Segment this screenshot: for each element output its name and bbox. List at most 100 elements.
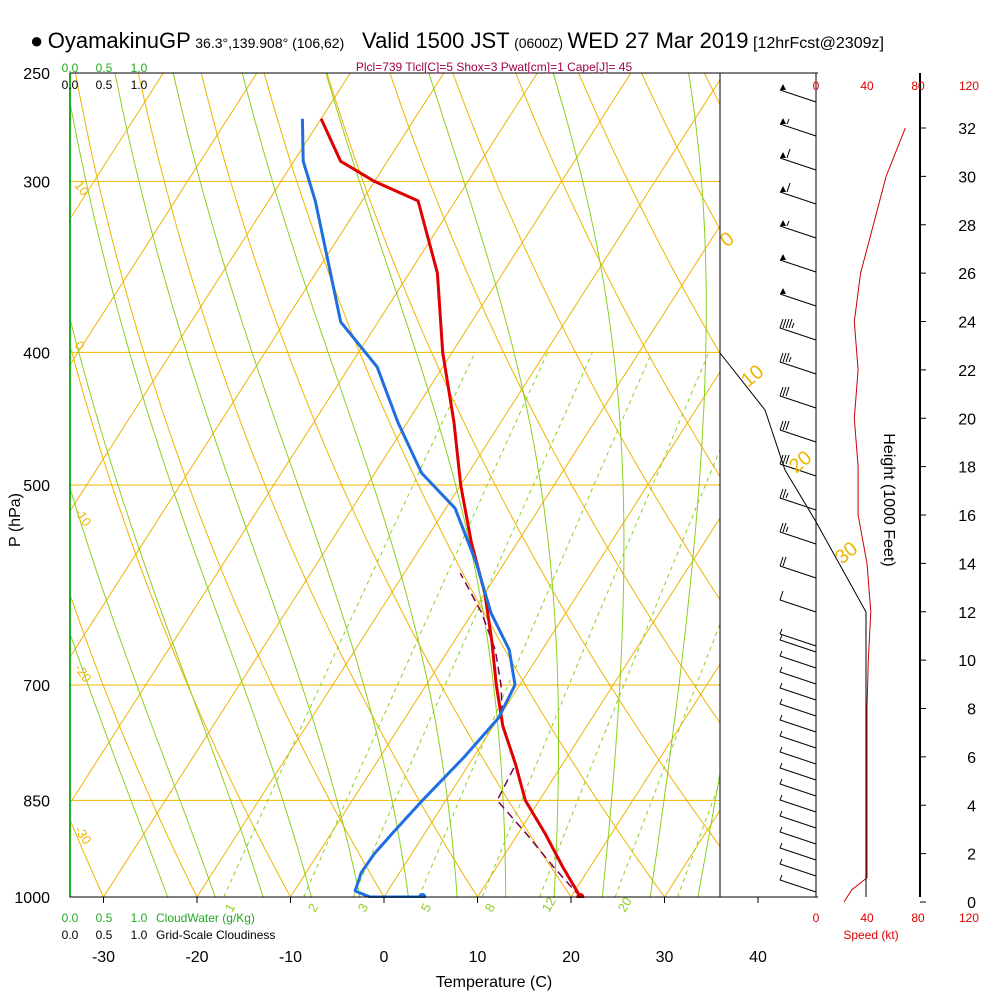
axis-labels: 1 2 3 5 8 12 20100-10-20-300102030250300400500… <box>7 60 979 991</box>
top-cloudwater-tick: 0.5 <box>96 61 113 75</box>
wind-barb <box>779 318 817 341</box>
wind-barb-staff <box>779 123 817 137</box>
wind-barb-full <box>782 386 787 397</box>
wind-barb <box>779 874 817 893</box>
wind-barb-full <box>779 522 784 533</box>
height-tick-label: 10 <box>958 653 976 670</box>
temperature-tick-label: -30 <box>92 949 115 966</box>
bottom-speed-tick: 0 <box>813 911 820 925</box>
wind-barb-staff <box>779 671 817 685</box>
wind-barb-half <box>779 842 783 849</box>
isotherm-line <box>383 371 720 898</box>
top-cloudiness-tick: 0.5 <box>96 78 113 92</box>
wind-barb-pennant <box>780 254 786 260</box>
wind-barb <box>779 118 817 137</box>
temperature-tick-label: 20 <box>562 949 580 966</box>
mixing-ratio-line <box>352 352 593 898</box>
moist-adiabat <box>241 73 458 898</box>
temperature-tick-label: 10 <box>469 949 487 966</box>
height-tick-label: 14 <box>958 556 976 573</box>
wind-barb-staff <box>779 327 817 341</box>
wind-barb-half <box>779 634 783 641</box>
dry-adiabat <box>70 593 199 898</box>
top-cloudiness-tick: 1.0 <box>131 78 148 92</box>
pressure-tick-label: 300 <box>23 174 50 191</box>
bottom-speed-tick: 120 <box>959 911 979 925</box>
dry-adiabat <box>703 73 720 106</box>
moist-adiabat <box>428 73 559 898</box>
wind-barb <box>779 682 817 701</box>
top-speed-tick: 120 <box>959 79 979 93</box>
wind-barb-staff <box>779 633 817 647</box>
wind-barb <box>779 746 817 765</box>
indices-line: Plcl=739 Tlcl[C]=5 Shox=3 Pwat[cm]=1 Cap… <box>356 60 633 74</box>
station-name: OyamakinuGP <box>47 28 191 53</box>
bottom-cloudwater-tick: 1.0 <box>131 911 148 925</box>
bottom-speed-tick: 80 <box>911 911 925 925</box>
wind-barb-full <box>779 352 784 363</box>
top-speed-tick: 0 <box>813 79 820 93</box>
wind-barb-half <box>779 826 783 833</box>
height-tick-label: 30 <box>958 169 976 186</box>
bottom-cloudwater-tick: 0.0 <box>62 911 79 925</box>
wind-barb <box>779 148 817 171</box>
height-tick-label: 8 <box>967 702 976 719</box>
wind-barb-full <box>779 556 784 567</box>
height-axis-title: Height (1000 Feet) <box>880 433 897 566</box>
wind-barb-full <box>785 352 790 363</box>
dry-adiabat <box>389 73 720 724</box>
wind-barb <box>779 714 817 733</box>
wind-barb <box>779 858 817 877</box>
dry-adiabat-label: 20 <box>785 447 816 478</box>
height-tick-label: 2 <box>967 847 976 864</box>
wind-barb <box>779 628 817 647</box>
top-speed-tick: 80 <box>911 79 925 93</box>
bottom-speed-tick: 40 <box>860 911 874 925</box>
bottom-cloudiness-tick: 0.0 <box>62 928 79 942</box>
wind-barb-staff <box>779 799 817 813</box>
top-speed-tick: 40 <box>860 79 874 93</box>
forecast-info: [12hrFcst@2309z] <box>752 35 884 52</box>
wind-barb-half <box>779 778 783 785</box>
wind-barb-pennant <box>780 186 786 192</box>
wind-barb-pennant <box>780 152 786 158</box>
wind-barb-half <box>779 698 783 705</box>
mixing-ratio-label: 3 <box>355 901 372 915</box>
wind-barb-half <box>786 220 790 227</box>
wind-barb-half <box>779 762 783 769</box>
wind-barb-pennant <box>780 288 786 294</box>
wind-barb-full <box>782 488 787 499</box>
top-cloudwater-tick: 0.0 <box>62 61 79 75</box>
x-axis-title: Temperature (C) <box>436 974 552 991</box>
wind-barb-staff <box>779 259 817 273</box>
wind-barb <box>779 650 817 669</box>
wind-barb-full <box>785 454 790 465</box>
bottom-cloudiness-tick: 0.5 <box>96 928 113 942</box>
wind-barb <box>779 842 817 861</box>
wind-barb-full <box>779 454 784 465</box>
pressure-tick-label: 850 <box>23 793 50 810</box>
wind-barb <box>779 634 817 653</box>
profile-boundary-line <box>719 352 867 897</box>
wind-barb-staff <box>779 361 817 375</box>
isotherm-line <box>852 73 1000 897</box>
mixing-ratio-label: 12 <box>539 894 559 914</box>
dry-adiabat <box>200 73 573 898</box>
wind-barb <box>779 762 817 781</box>
wind-barb-staff <box>779 831 817 845</box>
dry-adiabat <box>70 343 292 898</box>
mixing-ratio-line <box>418 352 653 898</box>
temperature-tick-label: 30 <box>656 949 674 966</box>
wind-barb-staff <box>779 497 817 511</box>
wind-barb-staff <box>779 429 817 443</box>
cloudwater-label: CloudWater (g/Kg) <box>156 911 255 925</box>
y-axis-title: P (hPa) <box>7 493 24 547</box>
wind-barb-half <box>779 730 783 737</box>
pressure-tick-label: 400 <box>23 345 50 362</box>
mixing-ratio-line <box>539 448 720 898</box>
moist-adiabat <box>649 73 707 898</box>
moist-adiabat <box>70 316 264 898</box>
wind-barb-pennant <box>780 220 786 226</box>
wind-barb <box>779 522 817 545</box>
wind-barb-half <box>788 356 792 363</box>
